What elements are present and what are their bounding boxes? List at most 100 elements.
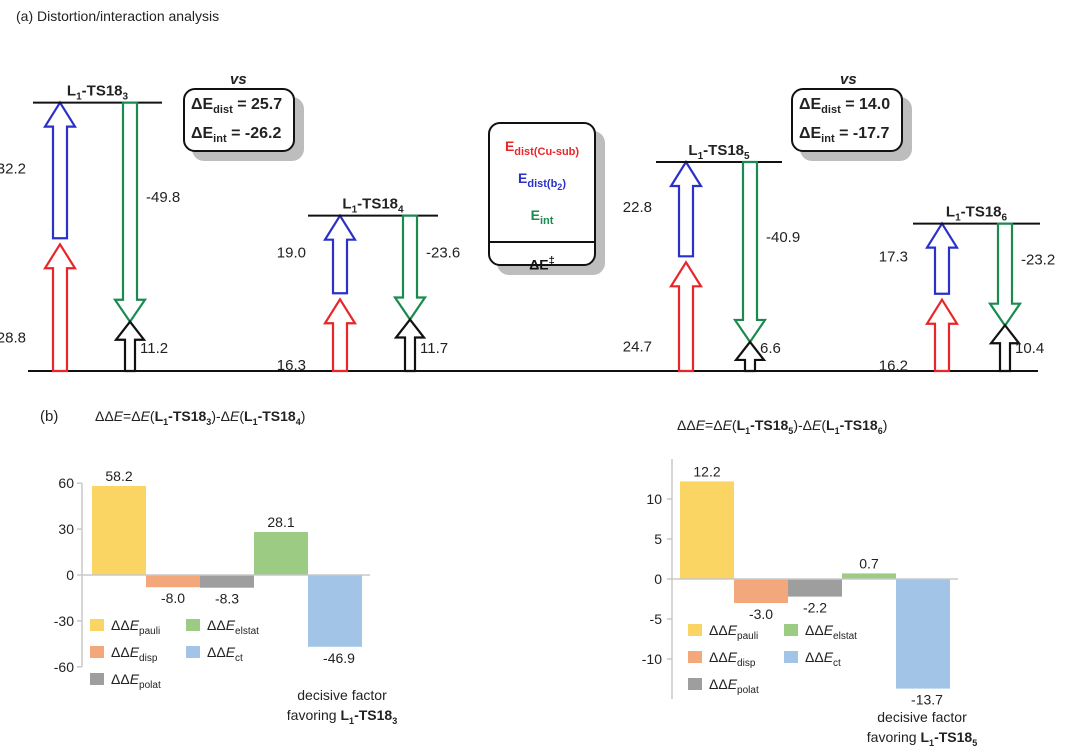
interaction-arrow <box>732 160 768 344</box>
ts-title: L1-TS184 <box>342 196 404 216</box>
ts-block-3: 28.8 32.2 -49.8 11.2 L1-TS183 <box>0 83 180 373</box>
chart-title: ΔΔE=ΔE(L1-TS183)-ΔE(L1-TS184) <box>95 408 305 427</box>
y-tick-label: -60 <box>54 659 74 675</box>
legend-e-dist-b2: Edist(b2) <box>518 169 566 192</box>
y-tick-label: 60 <box>58 475 74 491</box>
legend-swatch-disp <box>688 651 702 663</box>
blue-value-label: 32.2 <box>0 160 26 177</box>
distortion-b2-arrow <box>43 100 77 240</box>
chart-title: ΔΔE=ΔE(L1-TS185)-ΔE(L1-TS186) <box>677 417 887 436</box>
bar-ct <box>896 579 950 689</box>
distortion-cu-sub-arrow <box>669 260 703 373</box>
barrier-arrow <box>113 319 147 373</box>
distortion-cu-sub-arrow <box>925 297 959 373</box>
y-tick-label: -10 <box>642 651 662 667</box>
ts-title: L1-TS185 <box>688 142 750 162</box>
legend-label-elstat: ΔΔEelstat <box>207 617 259 637</box>
red-value-label: 16.2 <box>879 357 908 374</box>
bar-polat <box>200 575 254 588</box>
bar-value-label: 58.2 <box>105 468 132 484</box>
green-value-label: -23.2 <box>1021 252 1055 269</box>
legend-swatch-pauli <box>688 624 702 636</box>
blue-value-label: 17.3 <box>879 249 908 266</box>
bar-value-label: -13.7 <box>911 692 943 708</box>
ts-block-4: 16.3 19.0 -23.6 11.7 L1-TS184 <box>277 196 460 374</box>
bar-value-label: -3.0 <box>749 606 773 622</box>
comparison-box-2: ΔEdist = 14.0 ΔEint = -17.7 <box>791 88 903 152</box>
legend-swatch-pauli <box>90 619 104 631</box>
vs-label-2: vs <box>840 71 857 88</box>
bar-value-label: 12.2 <box>693 463 720 479</box>
distortion-interaction-diagram: 28.8 32.2 -49.8 11.2 L1-TS183 16.3 19.0 -23.6 11… <box>0 83 1055 375</box>
legend-label-disp: ΔΔEdisp <box>111 644 158 664</box>
bar-pauli <box>92 485 146 575</box>
y-tick-label: -30 <box>54 613 74 629</box>
bar-value-label: -8.0 <box>161 590 185 606</box>
barrier-value-label: 11.2 <box>140 340 168 357</box>
interaction-arrow <box>987 222 1023 328</box>
y-tick-label: 0 <box>66 567 74 583</box>
annotation-line-1: decisive factor <box>297 687 387 703</box>
barrier-value-label: 10.4 <box>1015 340 1044 357</box>
barrier-arrow <box>733 340 767 373</box>
legend-e-int: Eint <box>530 206 554 227</box>
bar-value-label: 28.1 <box>267 514 294 530</box>
legend-swatch-elstat <box>784 624 798 636</box>
legend-swatch-ct <box>186 646 200 658</box>
comparison-box-1: ΔEdist = 25.7 ΔEint = -26.2 <box>183 88 295 152</box>
legend-label-pauli: ΔΔEpauli <box>111 617 160 637</box>
bar-ct <box>308 575 362 647</box>
legend-divider <box>490 240 594 243</box>
red-value-label: 24.7 <box>623 339 652 356</box>
bar-polat <box>788 579 842 597</box>
legend-swatch-polat <box>688 678 702 690</box>
bar-disp <box>146 575 200 588</box>
barrier-value-label: 6.6 <box>760 340 781 357</box>
legend-label-polat: ΔΔEpolat <box>111 671 161 691</box>
bar-value-label: -46.9 <box>323 650 355 666</box>
blue-value-label: 22.8 <box>623 199 652 216</box>
ts-title: L1-TS183 <box>67 83 129 103</box>
y-tick-label: 10 <box>646 491 662 507</box>
legend-swatch-disp <box>90 646 104 658</box>
legend-swatch-ct <box>784 651 798 663</box>
legend-label-disp: ΔΔEdisp <box>709 649 756 669</box>
bar-chart-right: ΔΔE=ΔE(L1-TS185)-ΔE(L1-TS186) 10 5 0 -5 -10 12… <box>642 417 977 748</box>
bar-chart-left: ΔΔE=ΔE(L1-TS183)-ΔE(L1-TS184) 60 30 0 -30 -60… <box>54 408 397 726</box>
green-value-label: -49.8 <box>146 189 180 206</box>
legend-swatch-elstat <box>186 619 200 631</box>
y-tick-label: 5 <box>654 531 662 547</box>
energy-legend-box: Edist(Cu-sub) Edist(b2) Eint ΔE‡ <box>488 122 596 272</box>
legend-e-dist-cu-sub: Edist(Cu-sub) <box>504 138 580 158</box>
distortion-cu-sub-arrow <box>323 297 357 373</box>
green-value-label: -40.9 <box>766 229 800 246</box>
bar-value-label: 0.7 <box>859 555 879 571</box>
bar-pauli <box>680 481 734 579</box>
distortion-b2-arrow <box>669 159 703 258</box>
y-tick-label: -5 <box>650 611 663 627</box>
delta-e-int-row-2: ΔEint = -17.7 <box>799 125 890 146</box>
bar-value-label: -8.3 <box>215 591 239 607</box>
red-value-label: 16.3 <box>277 357 306 374</box>
bar-elstat <box>254 532 308 575</box>
barrier-arrow <box>393 317 427 373</box>
distortion-b2-arrow <box>323 213 357 295</box>
annotation-line-1: decisive factor <box>877 709 967 725</box>
red-value-label: 28.8 <box>0 330 26 347</box>
barrier-value-label: 11.7 <box>420 340 448 357</box>
legend-swatch-polat <box>90 673 104 685</box>
legend-label-pauli: ΔΔEpauli <box>709 622 758 642</box>
green-value-label: -23.6 <box>426 245 460 262</box>
annotation-line-2: favoring L1-TS183 <box>287 707 397 726</box>
blue-value-label: 19.0 <box>277 244 306 261</box>
legend-label-elstat: ΔΔEelstat <box>805 622 857 642</box>
y-tick-label: 0 <box>654 571 662 587</box>
legend-label-ct: ΔΔEct <box>207 644 243 664</box>
ts-block-6: 16.2 17.3 -23.2 10.4 L1-TS186 <box>879 204 1055 375</box>
part-a-label: (a) Distortion/interaction analysis <box>16 8 220 24</box>
legend-label-polat: ΔΔEpolat <box>709 676 759 696</box>
bar-value-label: -2.2 <box>803 600 827 616</box>
delta-e-dist-row-1: ΔEdist = 25.7 <box>191 96 283 117</box>
legend-delta-e-barrier: ΔE‡ <box>529 254 555 273</box>
